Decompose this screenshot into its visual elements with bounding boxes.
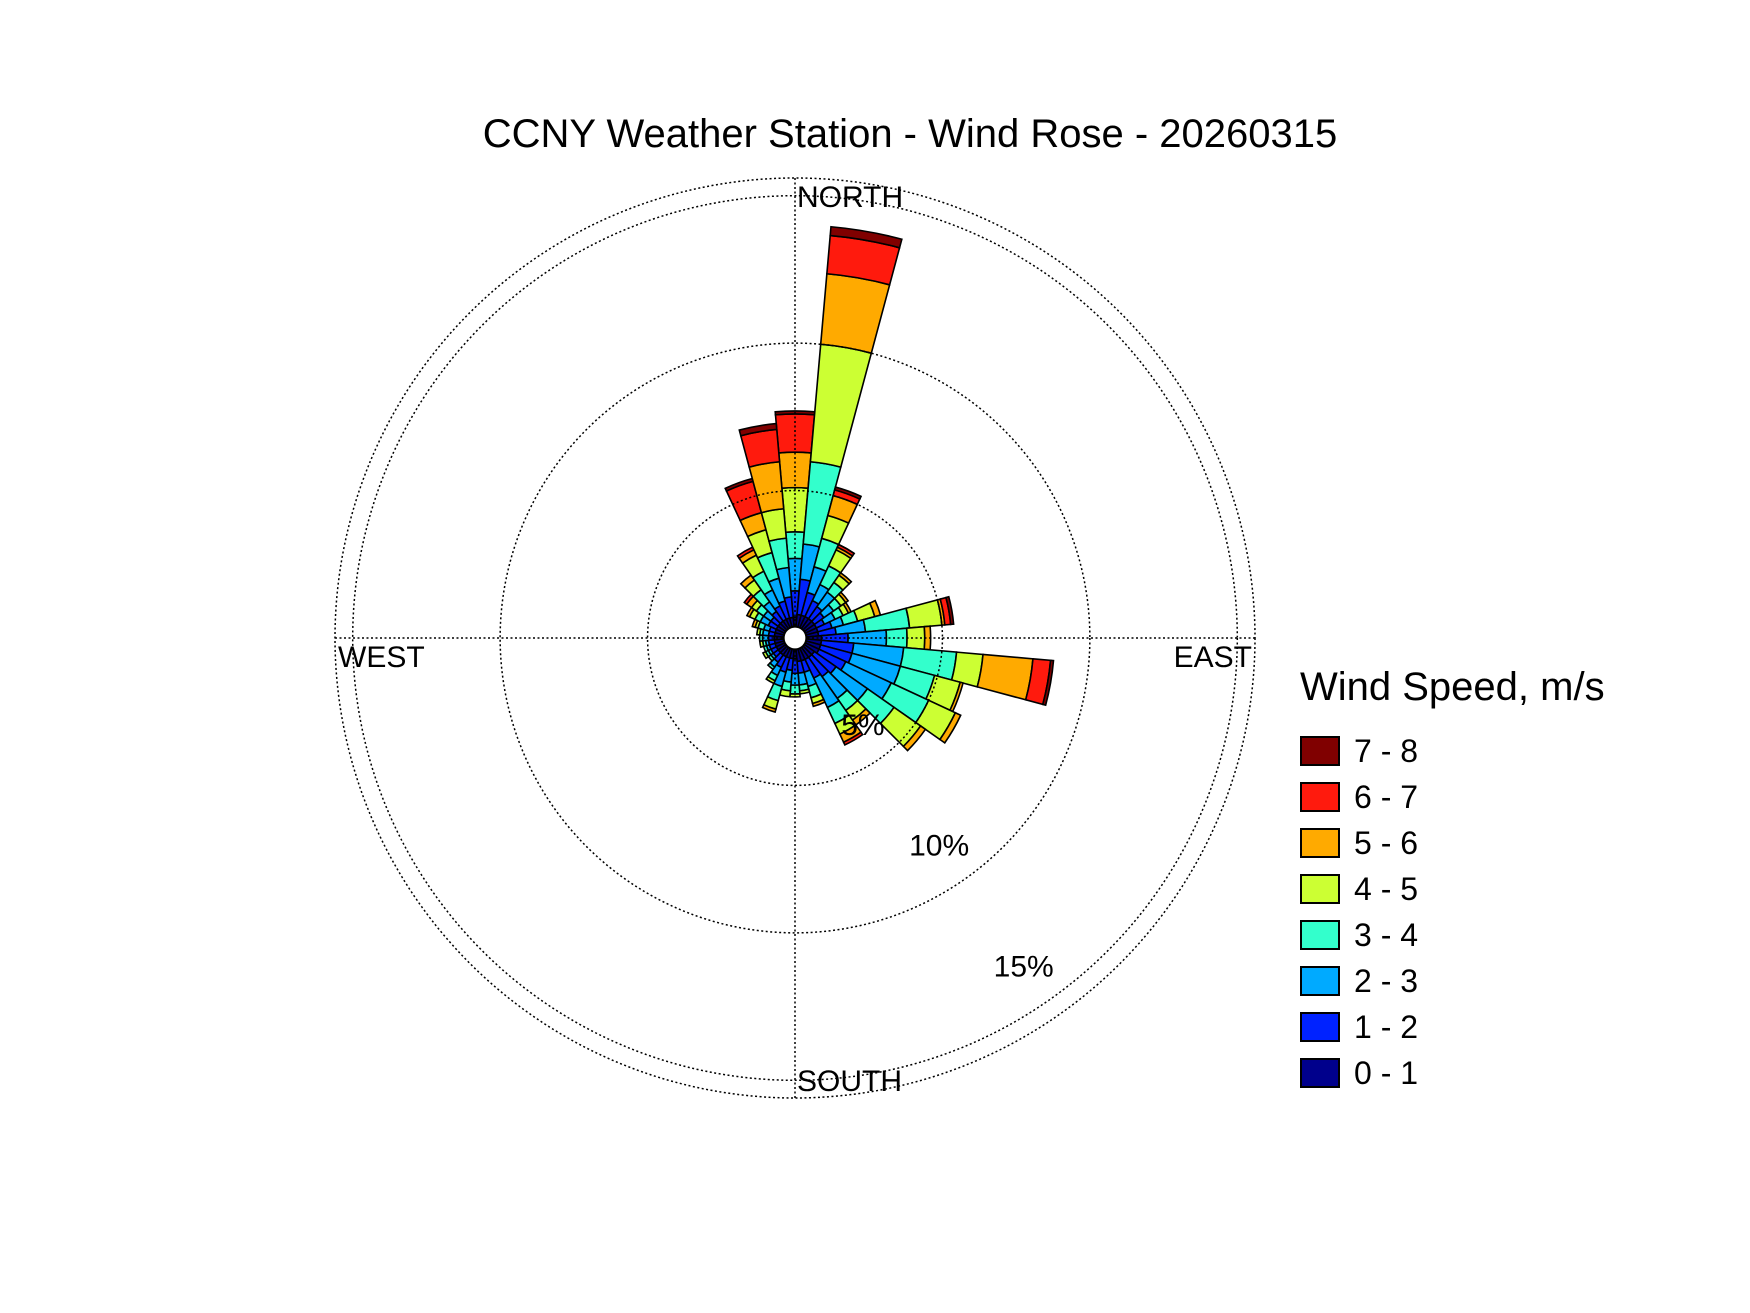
sector-40-bin-5 xyxy=(837,571,853,585)
legend-swatch xyxy=(1300,874,1340,904)
legend-label: 1 - 2 xyxy=(1354,1008,1419,1045)
sector-350-bin-7 xyxy=(738,422,778,437)
direction-label-south: SOUTH xyxy=(797,1065,902,1098)
sector-10-bin-4 xyxy=(809,343,873,469)
legend-item-0-1: 0 - 1 xyxy=(1300,1050,1605,1096)
legend: Wind Speed, m/s 7 - 8 6 - 7 5 - 6 4 - 5 3 - … xyxy=(1300,665,1605,1096)
legend-label: 4 - 5 xyxy=(1354,870,1419,907)
direction-label-east: EAST xyxy=(1174,641,1252,674)
polar-grid xyxy=(334,177,1256,1099)
wind-rose-plot: NORTH SOUTH WEST EAST 5% 10% 15% xyxy=(334,177,1256,1099)
labels-layer: NORTH SOUTH WEST EAST 5% 10% 15% xyxy=(338,181,1252,1098)
grid-ring-5 xyxy=(646,489,944,787)
legend-swatch xyxy=(1300,782,1340,812)
legend-swatch xyxy=(1300,920,1340,950)
sector-220-bin-3 xyxy=(766,661,776,671)
legend-label: 3 - 4 xyxy=(1354,916,1419,953)
legend-label: 2 - 3 xyxy=(1354,962,1419,999)
sector-100-bin-5 xyxy=(976,653,1034,701)
sector-50-bin-5 xyxy=(837,590,850,604)
legend-swatch xyxy=(1300,736,1340,766)
legend-item-3-4: 3 - 4 xyxy=(1300,912,1605,958)
legend-label: 0 - 1 xyxy=(1354,1054,1419,1091)
chart-title: CCNY Weather Station - Wind Rose - 20260… xyxy=(482,112,1338,156)
sector-130-bin-5 xyxy=(902,724,927,752)
legend-label: 7 - 8 xyxy=(1354,732,1419,769)
grid-ring-15 xyxy=(351,194,1239,1082)
sector-0-bin-3 xyxy=(784,531,806,560)
grid-ring-10 xyxy=(499,342,1091,934)
legend-label: 5 - 6 xyxy=(1354,824,1419,861)
legend-swatch xyxy=(1300,1012,1340,1042)
sector-100-bin-7 xyxy=(1041,659,1055,707)
legend-item-5-6: 5 - 6 xyxy=(1300,820,1605,866)
legend-item-1-2: 1 - 2 xyxy=(1300,1004,1605,1050)
sector-150-bin-6 xyxy=(842,731,864,746)
legend-items: 7 - 8 6 - 7 5 - 6 4 - 5 3 - 4 2 - 3 1 - 2 0 - 1 xyxy=(1300,728,1605,1096)
sector-10-bin-7 xyxy=(829,225,903,249)
sector-240-bin-4 xyxy=(761,650,770,660)
legend-swatch xyxy=(1300,1058,1340,1088)
sector-170-bin-4 xyxy=(798,688,811,695)
sectors-layer xyxy=(724,225,1055,752)
sector-10-bin-5 xyxy=(819,272,891,355)
sector-30-bin-7 xyxy=(838,543,855,555)
legend-item-4-5: 4 - 5 xyxy=(1300,866,1605,912)
sector-20-bin-7 xyxy=(833,486,863,501)
ring-label-15: 15% xyxy=(994,950,1054,983)
legend-item-2-3: 2 - 3 xyxy=(1300,958,1605,1004)
sector-200-bin-5 xyxy=(761,703,777,714)
ring-label-10: 10% xyxy=(909,830,969,863)
sector-80-bin-7 xyxy=(944,595,955,626)
legend-label: 6 - 7 xyxy=(1354,778,1419,815)
ring-label-5: 5% xyxy=(841,709,884,742)
legend-title: Wind Speed, m/s xyxy=(1300,665,1605,709)
sector-160-bin-5 xyxy=(811,698,826,708)
sector-80-bin-4 xyxy=(905,598,943,629)
center-hub xyxy=(782,625,808,651)
legend-item-6-7: 6 - 7 xyxy=(1300,774,1605,820)
sector-120-bin-5 xyxy=(938,711,962,744)
sector-0-bin-6 xyxy=(774,413,816,454)
legend-swatch xyxy=(1300,828,1340,858)
legend-item-7-8: 7 - 8 xyxy=(1300,728,1605,774)
sector-210-bin-4 xyxy=(765,675,777,685)
legend-swatch xyxy=(1300,966,1340,996)
direction-label-north: NORTH xyxy=(797,181,903,214)
direction-label-west: WEST xyxy=(338,641,425,674)
